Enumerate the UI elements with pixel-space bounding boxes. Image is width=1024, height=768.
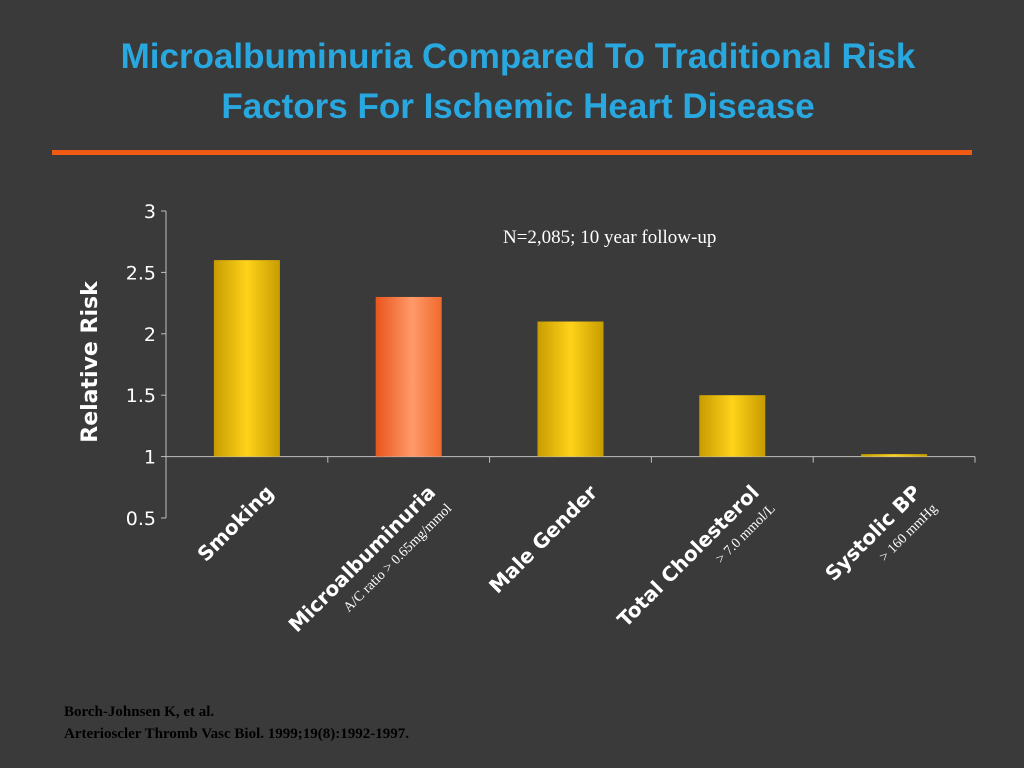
citation-authors: Borch-Johnsen K, et al. bbox=[64, 704, 215, 720]
y-tick-label: 1.5 bbox=[126, 385, 156, 407]
bar-smoking bbox=[213, 260, 280, 457]
category-label-group: Total Cholesterol> 7.0 mmol/L bbox=[612, 480, 778, 631]
y-tick-label: 2.5 bbox=[126, 262, 156, 284]
title-line-2: Factors For Ischemic Heart Disease bbox=[221, 87, 815, 126]
title-underline bbox=[52, 150, 972, 155]
slide-title: Microalbuminuria Compared To Traditional… bbox=[40, 32, 996, 132]
citation-journal: Arterioscler Thromb Vasc Biol. 1999;19(8… bbox=[64, 726, 409, 742]
y-tick-label: 2 bbox=[144, 324, 156, 346]
y-axis-label: Relative Risk bbox=[78, 280, 103, 443]
title-line-1: Microalbuminuria Compared To Traditional… bbox=[120, 37, 916, 76]
citation: Borch-Johnsen K, et al. Arterioscler Thr… bbox=[64, 701, 409, 745]
bar-systolic-bp bbox=[861, 454, 928, 457]
y-tick-label: 0.5 bbox=[126, 508, 156, 530]
bar-microalbuminuria bbox=[375, 296, 442, 457]
category-label: Microalbuminuria bbox=[284, 480, 441, 637]
y-tick-label: 1 bbox=[144, 447, 156, 469]
sample-annotation: N=2,085; 10 year follow-up bbox=[503, 227, 716, 248]
category-label-group: Systolic BP> 160 mmHg bbox=[820, 480, 940, 585]
category-label-group: Male Gender bbox=[484, 480, 602, 598]
bar-total-cholesterol bbox=[699, 395, 766, 457]
category-label: Total Cholesterol bbox=[612, 480, 763, 631]
y-tick-label: 3 bbox=[144, 201, 156, 223]
bar-male-gender bbox=[537, 321, 604, 457]
category-label: Male Gender bbox=[484, 480, 602, 598]
category-label-group: Smoking bbox=[192, 480, 278, 566]
category-label: Smoking bbox=[192, 480, 278, 566]
